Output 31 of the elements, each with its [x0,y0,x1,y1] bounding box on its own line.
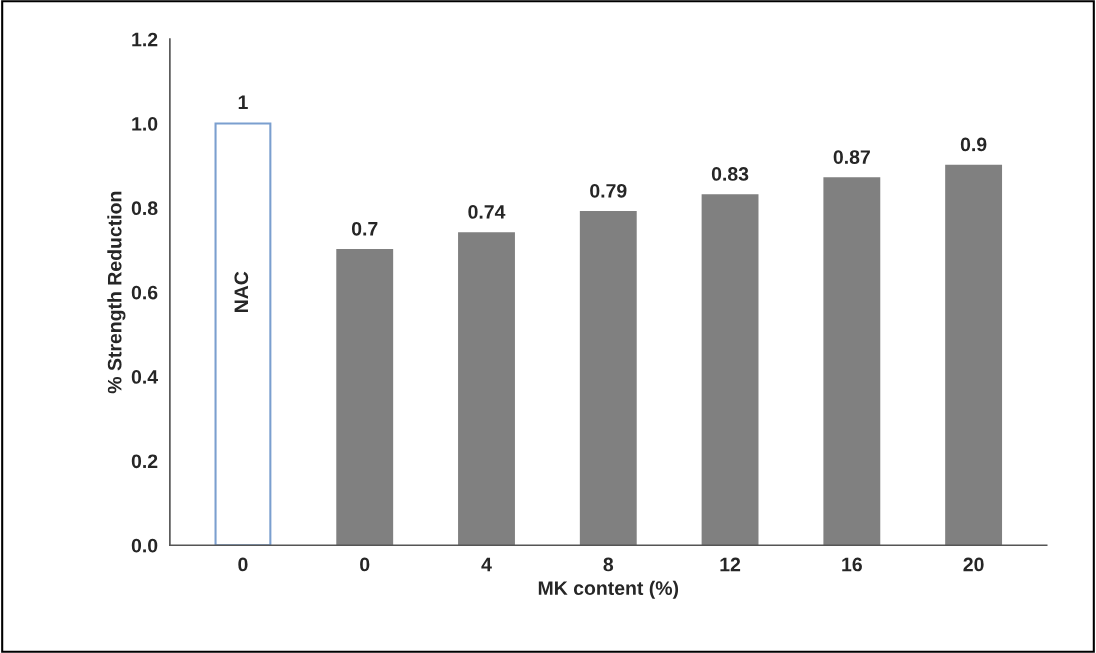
annotation: NAC [234,271,249,312]
data-label: 0.74 [468,205,506,219]
y-axis-title: % Strength Reduction [107,191,126,394]
x-tick-label: 4 [481,557,492,572]
data-label: 0.7 [351,221,378,236]
bar [701,194,759,546]
bar [458,232,515,546]
x-tick-label: 16 [842,557,862,572]
y-tick-label: 0.6 [131,285,158,300]
data-label: 0.87 [833,150,870,164]
y-tick-label: 0.8 [131,201,158,216]
bar [945,164,1003,546]
x-tick-label: 12 [720,557,741,572]
data-label: 0.9 [960,137,987,152]
y-tick-label: 1.2 [132,32,158,47]
x-tick-label: 20 [963,557,984,572]
bar [579,211,637,546]
x-tick-label: 0 [360,557,370,572]
bar [823,177,881,546]
x-tick-label: 0 [238,557,248,572]
bar [214,122,272,546]
x-axis-title: MK content (%) [538,580,679,599]
y-tick-label: 1.0 [132,116,158,131]
data-label: 0.83 [711,167,749,181]
data-label: 1 [238,95,248,109]
y-tick-label: 0.2 [131,454,158,469]
y-tick-label: 0.0 [131,538,158,553]
y-tick-label: 0.4 [131,370,158,384]
x-tick-label: 8 [603,557,614,572]
data-label: 0.79 [590,183,627,198]
bar [336,249,394,546]
